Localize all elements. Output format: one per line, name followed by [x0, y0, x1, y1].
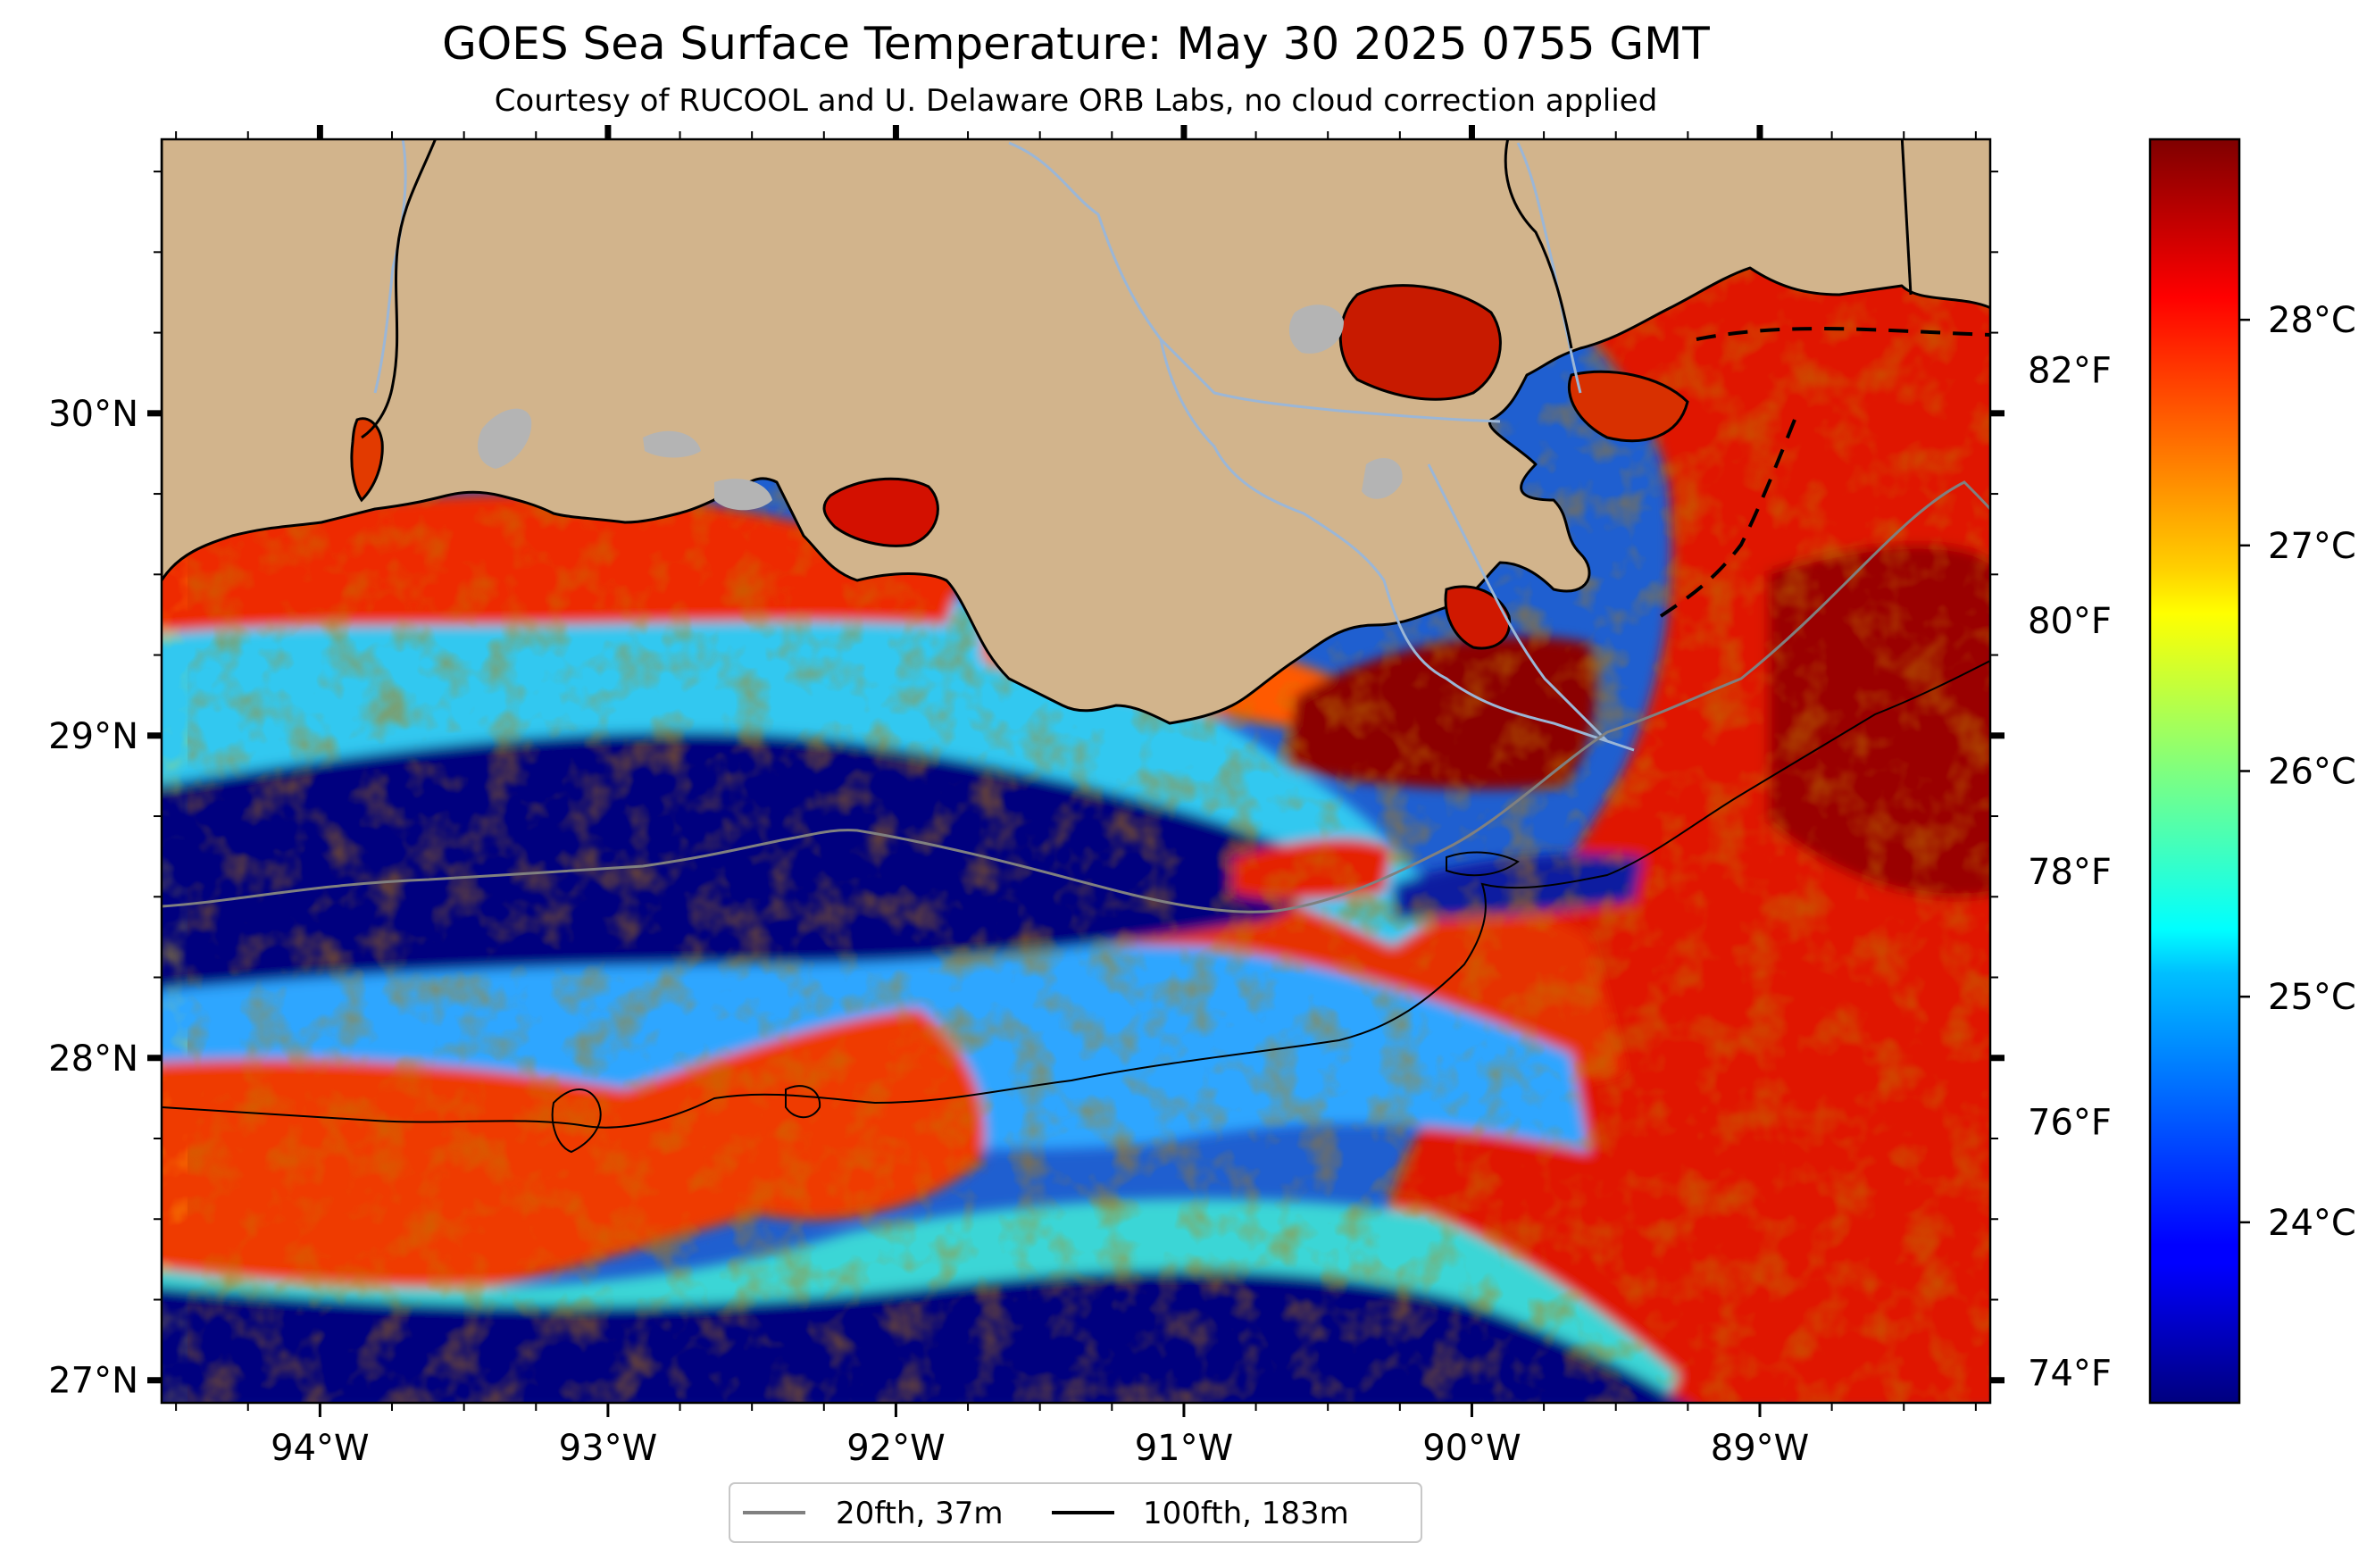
lat-tick-label: 29°N — [48, 716, 138, 757]
map-ticks: 94°W 93°W 92°W 91°W 90°W 89°W 27°N 28°N 29°N 30°N… — [48, 125, 2112, 1469]
sst-map — [162, 139, 1990, 1403]
inland-lake — [1288, 304, 1344, 354]
shelf-break-dashes — [1659, 419, 1796, 618]
colorbar-tick-label: 26°C — [2268, 752, 2356, 793]
state-boundary — [1900, 139, 1913, 296]
barataria-bay — [1444, 585, 1512, 650]
colorbar: 24°C 25°C 26°C 27°C 28°C — [2148, 138, 2356, 1405]
colorbar-tick-label: 28°C — [2268, 300, 2356, 341]
lon-tick-label: 93°W — [559, 1428, 657, 1469]
lon-tick-label: 94°W — [271, 1428, 369, 1469]
inland-lake — [1362, 457, 1403, 499]
state-boundary — [361, 139, 438, 439]
colorbar-ticks: 24°C 25°C 26°C 27°C 28°C — [2239, 300, 2356, 1244]
land — [162, 139, 1990, 725]
figure-subtitle: Courtesy of RUCOOL and U. Delaware ORB L… — [495, 83, 1658, 119]
vermilion-bay — [822, 477, 939, 547]
inland-lake — [714, 479, 772, 511]
state-boundary — [1504, 139, 1573, 349]
lat-tick-label: 28°N — [48, 1038, 138, 1080]
legend-label-100fth: 100fth, 183m — [1143, 1496, 1349, 1531]
colorbar-tick-label: 24°C — [2268, 1203, 2356, 1244]
breton-sound — [1567, 370, 1689, 443]
fahrenheit-tick-label: 76°F — [2028, 1103, 2112, 1144]
lon-tick-label: 92°W — [846, 1428, 945, 1469]
isobath-100fth — [1446, 851, 1520, 877]
shelf-break-dashes — [1696, 327, 1990, 341]
inland-lake — [478, 408, 532, 469]
isobath-20fth — [162, 480, 1990, 913]
colorbar-gradient — [2148, 138, 2241, 1405]
lake-pontchartrain — [1338, 284, 1502, 401]
lon-tick-label: 90°W — [1422, 1428, 1521, 1469]
isobath-100fth — [162, 660, 1990, 1129]
map-frame — [160, 138, 1992, 1405]
fahrenheit-tick-label: 74°F — [2028, 1353, 2112, 1394]
isobath-100fth — [785, 1085, 821, 1119]
lon-tick-label: 89°W — [1711, 1428, 1809, 1469]
fahrenheit-tick-label: 82°F — [2028, 350, 2112, 391]
legend: 20fth, 37m 100fth, 183m — [729, 1482, 1422, 1543]
isobath-100fth — [551, 1088, 602, 1154]
inland-lake — [643, 430, 701, 458]
figure-title: GOES Sea Surface Temperature: May 30 202… — [442, 18, 1710, 70]
colorbar-tick-label: 27°C — [2268, 526, 2356, 567]
fahrenheit-tick-label: 78°F — [2028, 852, 2112, 893]
lat-tick-label: 30°N — [48, 394, 138, 435]
legend-label-20fth: 20fth, 37m — [836, 1496, 1004, 1531]
colorbar-tick-label: 25°C — [2268, 977, 2356, 1018]
rivers — [373, 139, 1635, 752]
lat-tick-label: 27°N — [48, 1361, 138, 1402]
sabine-lake — [350, 417, 384, 503]
lon-tick-label: 91°W — [1135, 1428, 1233, 1469]
fahrenheit-tick-label: 80°F — [2028, 601, 2112, 642]
